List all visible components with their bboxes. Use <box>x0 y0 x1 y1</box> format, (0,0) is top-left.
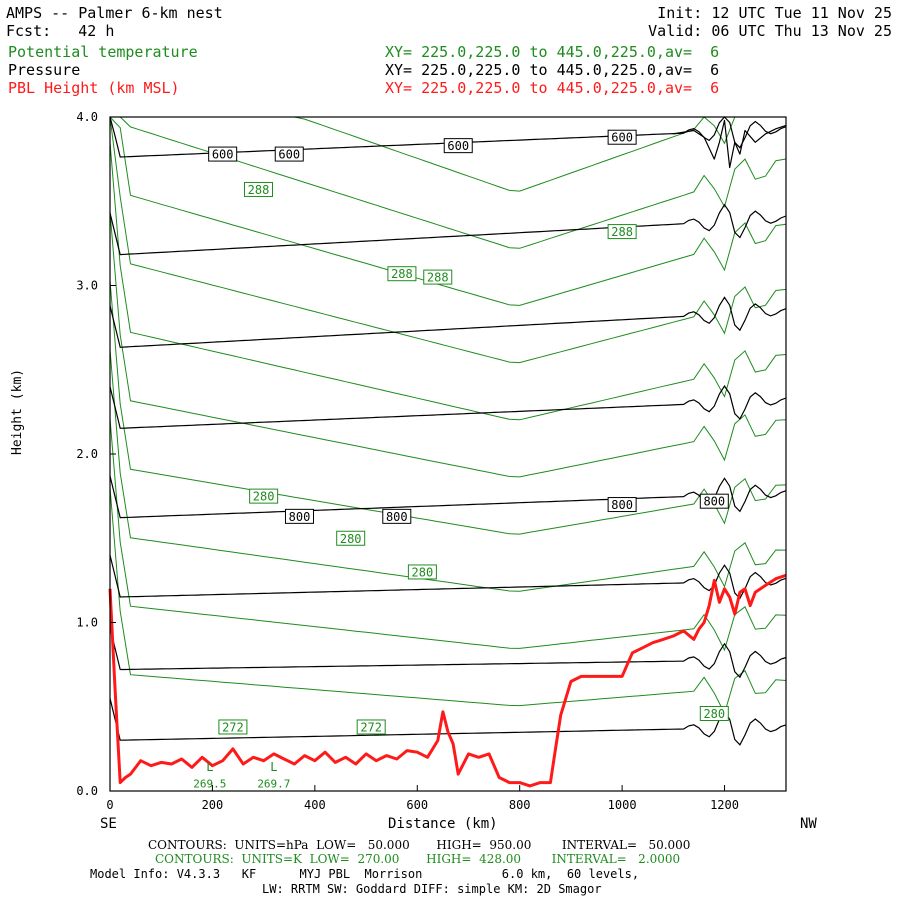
forecast-hour: Fcst: 42 h <box>6 22 115 40</box>
contour-label: 272 <box>360 720 382 734</box>
pressure-contour-650 <box>109 203 787 256</box>
contour-label-box <box>274 146 304 162</box>
x-axis-label: Distance (km) <box>388 816 498 832</box>
pressure-contour-800 <box>109 475 787 519</box>
footer-model-info-2: LW: RRTM SW: Goddard DIFF: simple KM: 2D… <box>262 882 602 896</box>
x-tick-label: 1000 <box>608 798 637 812</box>
contour-label-box <box>607 497 637 513</box>
contour-label-box <box>356 719 386 735</box>
x-tick-label: 0 <box>106 798 113 812</box>
contour-label: 272 <box>222 720 244 734</box>
contour-label-box <box>284 508 314 524</box>
theta-contour-284 <box>109 116 787 364</box>
contour-label: 288 <box>391 267 413 281</box>
y-tick-label: 3.0 <box>76 279 98 293</box>
contour-label-box <box>387 266 417 282</box>
field-pbl-spec: XY= 225.0,225.0 to 445.0,225.0,av= 6 <box>385 79 720 97</box>
contour-label-box <box>699 493 729 509</box>
x-tick-label: 800 <box>509 798 531 812</box>
x-tick-label: 1200 <box>710 798 739 812</box>
pressure-contour-750 <box>109 384 787 429</box>
contour-label-box <box>218 719 248 735</box>
theta-contour-288 <box>110 116 787 249</box>
contour-label: 600 <box>212 148 234 162</box>
y-axis-label: Height (km) <box>10 368 25 455</box>
pressure-600-segment <box>673 119 787 169</box>
contour-label-box <box>699 705 729 721</box>
axes: 0 200 400 600 800 1000 1200 0.0 1.0 2.0 3.0 4.0 <box>76 110 739 812</box>
y-tick-label: 0.0 <box>76 784 98 798</box>
contour-label: 280 <box>412 565 434 579</box>
y-tick-label: 4.0 <box>76 110 98 124</box>
contour-label: 288 <box>248 183 270 197</box>
footer-theta-contours: CONTOURS: UNITS=K LOW= 270.00 HIGH= 428.… <box>155 852 681 866</box>
nw-end-label: NW <box>800 816 817 832</box>
theta-contour-278 <box>109 280 787 535</box>
contour-label: 800 <box>611 498 633 512</box>
minimum-marker: L <box>270 760 277 774</box>
contour-label-box <box>244 181 274 197</box>
contour-label-box <box>443 138 473 154</box>
plot-frame <box>109 116 787 792</box>
x-tick-label: 600 <box>406 798 428 812</box>
pressure-contours <box>109 116 787 746</box>
theta-contour-272 <box>109 487 787 715</box>
contour-label: 800 <box>703 495 725 509</box>
field-pbl-name: PBL Height (km MSL) <box>8 79 180 97</box>
field-pressure-spec: XY= 225.0,225.0 to 445.0,225.0,av= 6 <box>385 61 720 79</box>
footer-pressure-contours: CONTOURS: UNITS=hPa LOW= 50.000 HIGH= 95… <box>148 838 691 852</box>
theta-contours <box>109 116 787 715</box>
data-series <box>108 119 787 788</box>
contour-label-box <box>607 224 637 240</box>
pressure-contour-900 <box>109 627 787 679</box>
field-theta-spec: XY= 225.0,225.0 to 445.0,225.0,av= 6 <box>385 43 720 61</box>
contour-label: 600 <box>447 139 469 153</box>
contour-label: 600 <box>278 148 300 162</box>
contour-label: 800 <box>386 510 408 524</box>
x-tick-label: 200 <box>202 798 224 812</box>
theta-contour-286 <box>109 116 787 306</box>
y-tick-label: 1.0 <box>76 616 98 630</box>
minimum-marker: L <box>206 760 213 774</box>
contour-label: 280 <box>340 532 362 546</box>
theta-contour-280 <box>109 211 787 478</box>
pbl-height-line <box>108 573 787 788</box>
contour-label: 288 <box>427 271 449 285</box>
contour-labels: 600 600 600 600 288 288 288 288 280 800 800 280 280 8… <box>193 129 729 791</box>
contour-label-box <box>336 530 366 546</box>
minimum-value: 269.7 <box>257 778 290 791</box>
init-time: Init: 12 UTC Tue 11 Nov 25 <box>657 4 892 22</box>
field-pressure-name: Pressure <box>8 61 81 79</box>
se-end-label: SE <box>100 816 117 832</box>
contour-label: 280 <box>253 490 275 504</box>
contour-label-box <box>607 129 637 145</box>
contour-label: 280 <box>703 707 725 721</box>
contour-label: 600 <box>611 131 633 145</box>
contour-label-box <box>249 488 279 504</box>
valid-time: Valid: 06 UTC Thu 13 Nov 25 <box>648 22 892 40</box>
contour-label-box <box>407 564 437 580</box>
pressure-contour-950 <box>109 698 787 746</box>
plot-border <box>109 116 787 792</box>
plot-title: AMPS -- Palmer 6-km nest <box>6 4 223 22</box>
y-tick-label: 2.0 <box>76 447 98 461</box>
x-tick-label: 400 <box>304 798 326 812</box>
contour-label-box <box>382 508 412 524</box>
minimum-value: 269.5 <box>193 778 226 791</box>
contour-label-box <box>208 146 238 162</box>
contour-label-box <box>423 269 453 285</box>
contour-label: 800 <box>289 510 311 524</box>
footer-model-info-1: Model Info: V4.3.3 KF MYJ PBL Morrison 6… <box>90 867 640 881</box>
theta-contour-274 <box>109 418 787 652</box>
pressure-contour-850 <box>109 554 787 600</box>
theta-contour-276 <box>109 349 787 592</box>
pressure-contour-700 <box>109 296 787 348</box>
field-theta-name: Potential temperature <box>8 43 198 61</box>
contour-label: 288 <box>611 225 633 239</box>
theta-contour-282 <box>109 142 787 421</box>
